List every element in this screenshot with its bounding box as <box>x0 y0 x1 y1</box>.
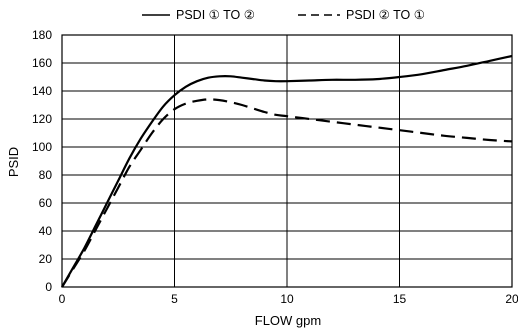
grid-layer <box>62 35 512 287</box>
series-layer <box>61 54 513 288</box>
legend-label-psdi-2-to-1: PSDI ② TO ① <box>346 8 425 22</box>
x-tick-label: 15 <box>393 292 407 306</box>
legend: PSDI ① TO ② PSDI ② TO ① <box>142 8 425 22</box>
x-tick-label: 20 <box>505 292 518 306</box>
y-tick-label: 180 <box>32 28 52 42</box>
x-tick-label: 5 <box>171 292 178 306</box>
legend-label-psdi-1-to-2: PSDI ① TO ② <box>176 8 255 22</box>
plot-frame <box>61 34 513 288</box>
series-line-psdi-1-to-2 <box>61 54 513 288</box>
y-tick-label: 140 <box>32 84 52 98</box>
y-tick-label: 40 <box>39 224 53 238</box>
series-line-psdi-2-to-1 <box>61 98 513 288</box>
y-tick-label: 120 <box>32 112 52 126</box>
axes-layer: 0 20 40 60 80 100 120 140 160 180 0 5 10 15 20 <box>32 28 518 306</box>
y-axis-title: PSID <box>6 147 21 177</box>
y-tick-label: 60 <box>39 196 53 210</box>
y-tick-label: 0 <box>45 280 52 294</box>
y-tick-label: 20 <box>39 252 53 266</box>
y-tick-label: 100 <box>32 140 52 154</box>
x-axis-title: FLOW gpm <box>255 313 321 328</box>
x-tick-label: 10 <box>280 292 294 306</box>
x-tick-label: 0 <box>59 292 66 306</box>
y-tick-label: 80 <box>39 168 53 182</box>
y-tick-label: 160 <box>32 56 52 70</box>
